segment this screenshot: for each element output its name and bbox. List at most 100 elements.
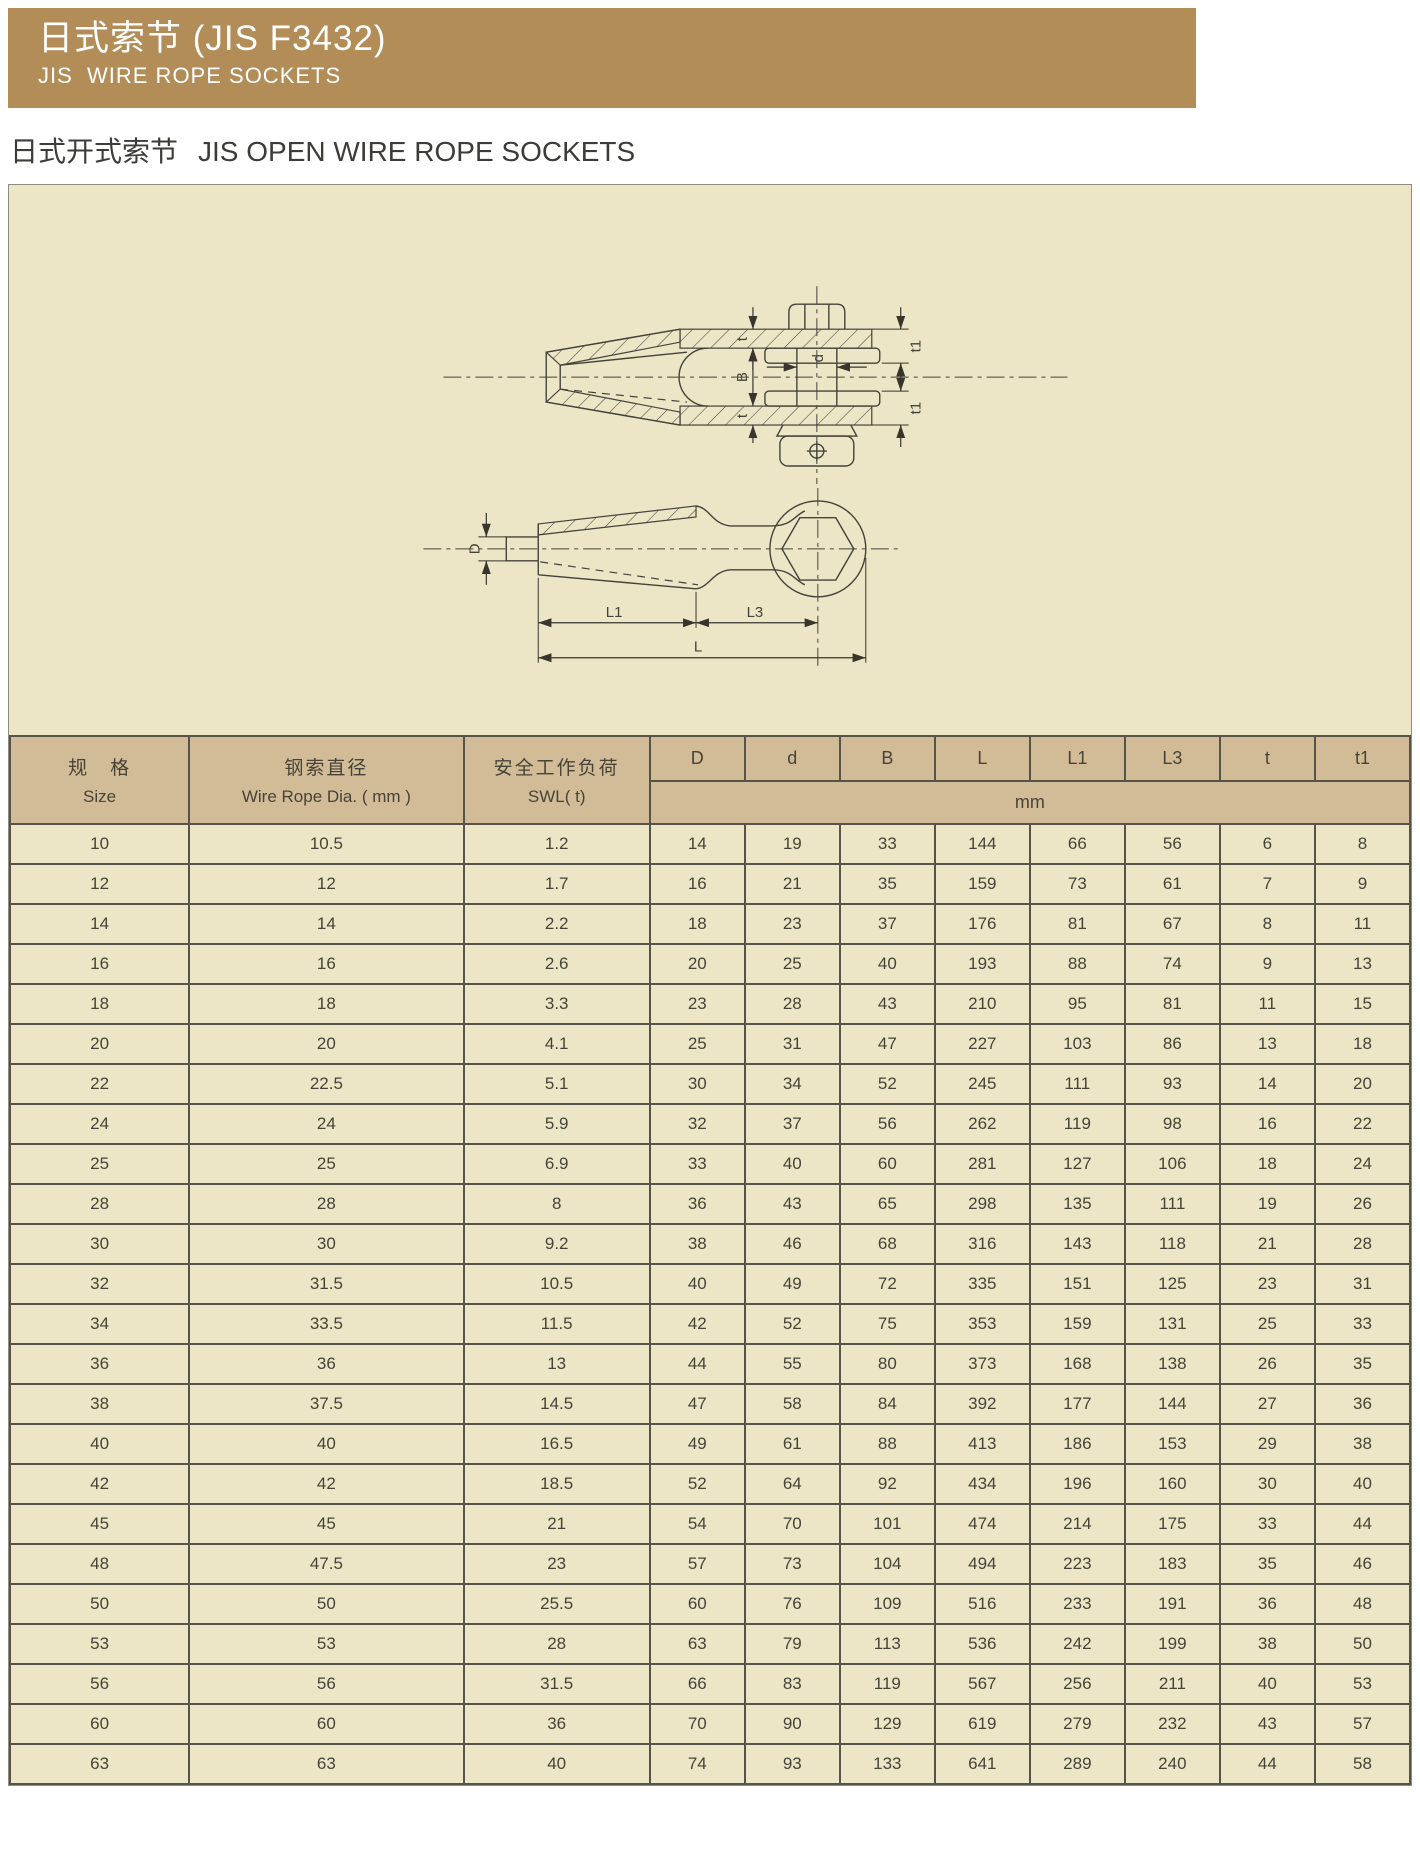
table-cell: 14 — [8, 903, 191, 945]
dim-label-t1-bottom: t1 — [908, 402, 925, 414]
table-cell: 211 — [1123, 1663, 1221, 1705]
table-cell: 13 — [1218, 1023, 1316, 1065]
table-cell: 42 — [188, 1463, 465, 1505]
table-cell: 57 — [1313, 1703, 1412, 1745]
dim-label-L1: L1 — [606, 604, 623, 621]
table-cell: 23 — [1218, 1263, 1316, 1305]
table-cell: 14 — [188, 903, 465, 945]
table-cell: 22.5 — [188, 1063, 465, 1105]
col-header-swl-cn: 安全工作负荷 — [493, 758, 620, 779]
table-cell: 35 — [1313, 1343, 1412, 1385]
table-cell: 1.2 — [462, 823, 651, 865]
spec-table-body: 10 10.5 1.2 14 19 33 144 66 56 6 8 12 12 1.7 16 21 35 159… — [8, 823, 1412, 1785]
table-cell: 64 — [743, 1463, 841, 1505]
table-cell: 49 — [648, 1423, 746, 1465]
table-cell: 65 — [838, 1183, 936, 1225]
table-row: 22 22.5 5.1 30 34 52 245 111 93 14 20 — [8, 1063, 1412, 1105]
table-cell: 6.9 — [462, 1143, 651, 1185]
table-cell: 60 — [188, 1703, 465, 1745]
table-cell: 38 — [1218, 1623, 1316, 1665]
table-cell: 104 — [838, 1543, 936, 1585]
table-cell: 60 — [8, 1703, 191, 1745]
col-header-size-cn: 规 格 — [68, 758, 132, 779]
table-cell: 33 — [1218, 1503, 1316, 1545]
table-cell: 13 — [1313, 943, 1412, 985]
table-cell: 24 — [188, 1103, 465, 1145]
table-cell: 22 — [8, 1063, 191, 1105]
table-cell: 129 — [838, 1703, 936, 1745]
table-cell: 42 — [648, 1303, 746, 1345]
product-panel: t B t d t1 t1 — [8, 184, 1412, 1786]
table-cell: 30 — [1218, 1463, 1316, 1505]
table-cell: 19 — [1218, 1183, 1316, 1225]
table-cell: 40 — [188, 1423, 465, 1465]
section-title-cn: 日式开式索节 — [10, 136, 179, 167]
section-title-en: JIS OPEN WIRE ROPE SOCKETS — [198, 136, 636, 167]
table-row: 38 37.5 14.5 47 58 84 392 177 144 27 36 — [8, 1383, 1412, 1425]
table-cell: 98 — [1123, 1103, 1221, 1145]
table-cell: 196 — [1028, 1463, 1126, 1505]
col-header-size: 规 格 Size — [8, 735, 191, 825]
table-cell: 48 — [8, 1543, 191, 1585]
table-cell: 19 — [743, 823, 841, 865]
table-cell: 70 — [743, 1503, 841, 1545]
table-cell: 118 — [1123, 1223, 1221, 1265]
table-cell: 153 — [1123, 1423, 1221, 1465]
table-cell: 23 — [462, 1543, 651, 1585]
col-header-D: D — [648, 734, 746, 783]
table-cell: 61 — [743, 1423, 841, 1465]
table-cell: 50 — [1313, 1623, 1412, 1665]
table-cell: 160 — [1123, 1463, 1221, 1505]
table-cell: 38 — [8, 1383, 191, 1425]
table-cell: 74 — [648, 1743, 746, 1785]
table-cell: 23 — [743, 903, 841, 945]
table-cell: 619 — [933, 1703, 1031, 1745]
table-cell: 34 — [743, 1063, 841, 1105]
table-cell: 40 — [1313, 1463, 1412, 1505]
table-cell: 52 — [743, 1303, 841, 1345]
table-cell: 40 — [743, 1143, 841, 1185]
table-cell: 44 — [1313, 1503, 1412, 1545]
table-cell: 494 — [933, 1543, 1031, 1585]
table-cell: 11 — [1313, 903, 1412, 945]
table-cell: 93 — [743, 1743, 841, 1785]
col-header-L3: L3 — [1123, 734, 1221, 783]
banner-subtitle: JIS WIRE ROPE SOCKETS — [38, 63, 342, 89]
table-cell: 20 — [8, 1023, 191, 1065]
table-cell: 143 — [1028, 1223, 1126, 1265]
table-cell: 18 — [648, 903, 746, 945]
table-cell: 93 — [1123, 1063, 1221, 1105]
table-cell: 35 — [1218, 1543, 1316, 1585]
table-cell: 536 — [933, 1623, 1031, 1665]
table-cell: 193 — [933, 943, 1031, 985]
table-cell: 191 — [1123, 1583, 1221, 1625]
table-cell: 58 — [743, 1383, 841, 1425]
table-cell: 5.1 — [462, 1063, 651, 1105]
table-cell: 53 — [188, 1623, 465, 1665]
table-cell: 16 — [188, 943, 465, 985]
table-cell: 25 — [188, 1143, 465, 1185]
table-cell: 30 — [188, 1223, 465, 1265]
table-cell: 144 — [1123, 1383, 1221, 1425]
table-cell: 60 — [838, 1143, 936, 1185]
table-cell: 335 — [933, 1263, 1031, 1305]
dim-label-t1-top: t1 — [908, 340, 925, 352]
col-header-t: t — [1218, 734, 1316, 783]
table-cell: 55 — [743, 1343, 841, 1385]
table-cell: 43 — [743, 1183, 841, 1225]
dim-label-D: D — [466, 543, 483, 554]
table-cell: 176 — [933, 903, 1031, 945]
table-cell: 74 — [1123, 943, 1221, 985]
table-cell: 35 — [838, 863, 936, 905]
table-cell: 33 — [1313, 1303, 1412, 1345]
table-cell: 95 — [1028, 983, 1126, 1025]
table-cell: 36 — [1313, 1383, 1412, 1425]
table-cell: 113 — [838, 1623, 936, 1665]
table-cell: 1.7 — [462, 863, 651, 905]
section-title: 日式开式索节 JIS OPEN WIRE ROPE SOCKETS — [10, 130, 1420, 170]
table-cell: 8 — [1313, 823, 1412, 865]
dim-label-L: L — [694, 639, 702, 656]
table-cell: 50 — [8, 1583, 191, 1625]
table-cell: 73 — [743, 1543, 841, 1585]
table-cell: 26 — [1313, 1183, 1412, 1225]
